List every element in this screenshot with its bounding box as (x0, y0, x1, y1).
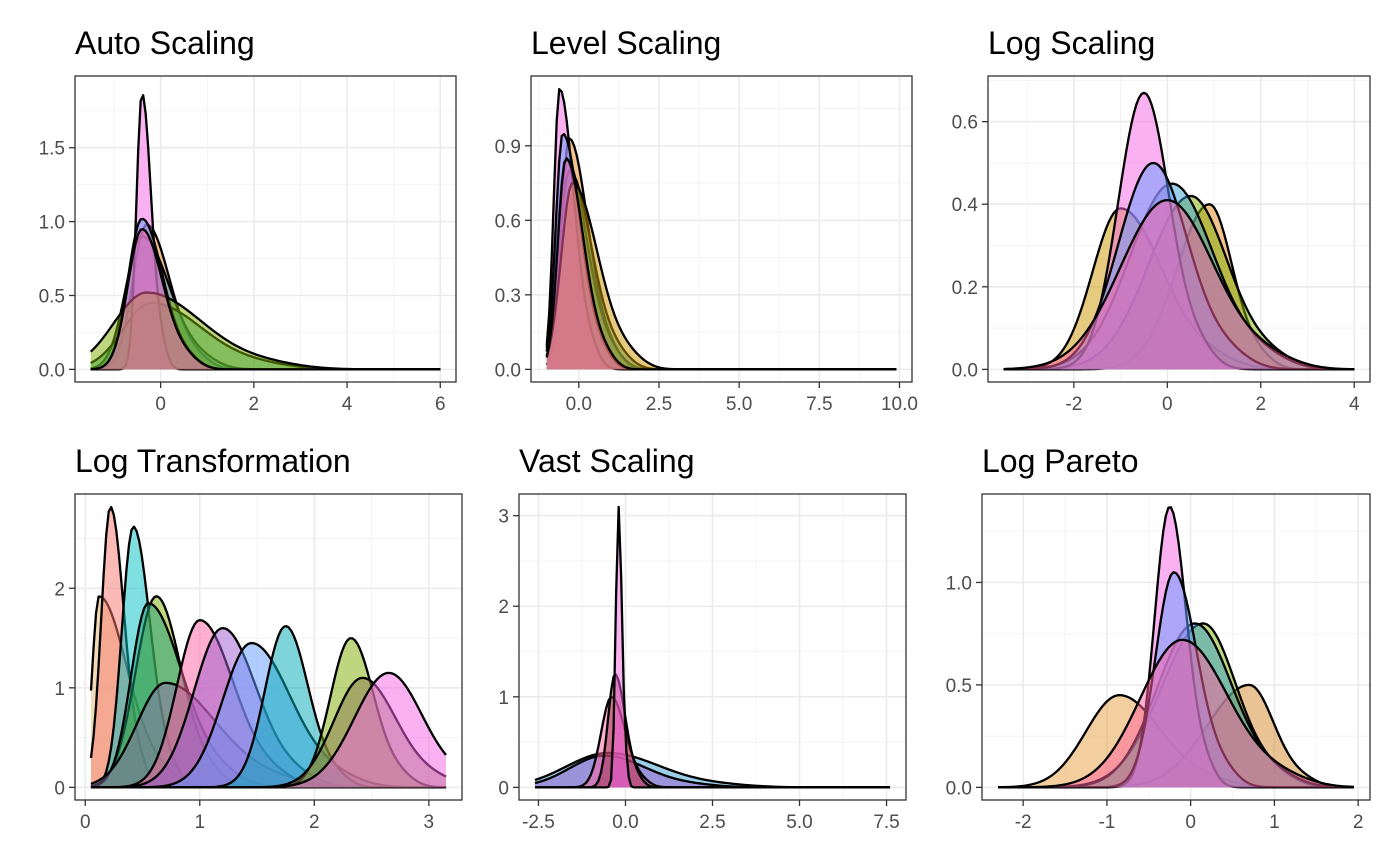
y-tick-label: 0.9 (495, 137, 521, 158)
density-area-10 (90, 626, 447, 788)
y-tick-label: 0.5 (946, 676, 972, 697)
y-tick-label: 0.5 (39, 286, 65, 307)
density-area-7 (1003, 200, 1355, 370)
x-tick-label: 7.5 (873, 812, 899, 833)
x-tick-label: 0 (1162, 394, 1173, 415)
x-tick-label: -2 (1015, 812, 1032, 833)
density-line-13 (90, 671, 447, 789)
x-tick-label: -2.5 (522, 812, 555, 833)
y-tick-label: 0.6 (952, 113, 978, 134)
y-tick-label: 2 (498, 597, 509, 618)
panel-1: 0 2 4 6 0.0 0.5 1.0 1.5 Auto Scaling (39, 25, 457, 415)
density-line-5 (534, 505, 891, 789)
y-tick-label: 0.2 (952, 278, 978, 299)
density-area-7 (998, 639, 1354, 788)
y-tick-label: 0.0 (946, 778, 972, 799)
x-tick-label: 7.5 (806, 394, 832, 415)
panel-border (74, 75, 457, 383)
x-tick-label: 5.0 (726, 394, 752, 415)
x-tick-label: -1 (1098, 812, 1115, 833)
density-layer (545, 87, 897, 371)
y-tick-label: 0.4 (952, 195, 979, 216)
panel-border (530, 75, 913, 383)
density-area-7 (546, 158, 897, 370)
density-line-7 (545, 157, 897, 371)
density-area-13 (90, 672, 447, 788)
x-tick-label: 0.0 (612, 812, 638, 833)
grid (75, 76, 456, 382)
density-layer (89, 94, 441, 371)
density-layer (89, 505, 447, 789)
y-tick-label: 0.0 (495, 360, 521, 381)
panel-title: Log Pareto (982, 443, 1139, 479)
x-tick-label: 5.0 (786, 812, 812, 833)
panel-4: 0 1 2 3 0 1 2 Log Transformation (54, 443, 463, 833)
x-tick-label: 3 (424, 812, 435, 833)
x-tick-label: 10.0 (881, 394, 918, 415)
y-tick-label: 1.0 (946, 573, 972, 594)
panel-title: Log Transformation (75, 443, 351, 479)
x-tick-label: 0 (80, 812, 91, 833)
y-tick-label: 0.3 (495, 286, 521, 307)
x-tick-label: 6 (435, 394, 446, 415)
x-tick-label: 4 (1349, 394, 1360, 415)
y-tick-label: 1 (54, 679, 65, 700)
y-tick-label: 0.6 (495, 211, 521, 232)
density-layer (998, 506, 1355, 789)
density-layer (534, 505, 891, 789)
x-tick-label: 1 (1269, 812, 1280, 833)
y-tick-label: 0 (54, 778, 65, 799)
x-tick-label: 2 (1353, 812, 1364, 833)
x-tick-label: 2 (309, 812, 320, 833)
panel-title: Level Scaling (531, 25, 721, 61)
density-line-7 (90, 228, 441, 371)
x-tick-label: 2.5 (699, 812, 725, 833)
x-tick-label: 2.5 (646, 394, 672, 415)
density-line-7 (1003, 198, 1355, 371)
density-layer (1003, 91, 1355, 371)
x-tick-label: 2 (1255, 394, 1266, 415)
panel-title: Auto Scaling (75, 25, 255, 61)
panel-border (981, 493, 1371, 801)
x-tick-label: 4 (342, 394, 353, 415)
y-tick-label: 0.0 (39, 360, 65, 381)
panel-3: -2 0 2 4 0.0 0.2 0.4 0.6 Log Scaling (952, 25, 1371, 415)
panel-border (987, 75, 1371, 383)
y-tick-label: 0.0 (952, 360, 978, 381)
panel-2: 0.0 2.5 5.0 7.5 10.0 0.0 0.3 0.6 0.9 Level Scalin… (495, 25, 918, 415)
y-tick-label: 1.5 (39, 139, 65, 160)
y-tick-label: 0 (498, 778, 509, 799)
panel-border (74, 493, 463, 801)
density-line-7 (998, 638, 1355, 789)
x-tick-label: 2 (249, 394, 260, 415)
x-tick-label: 0.0 (566, 394, 592, 415)
density-area-8 (90, 628, 447, 788)
panel-5: -2.5 0.0 2.5 5.0 7.5 0 1 2 3 Vast Scaling (498, 443, 907, 833)
density-area-1 (998, 695, 1354, 788)
x-tick-label: 0 (155, 394, 166, 415)
x-tick-label: -2 (1065, 394, 1082, 415)
y-tick-label: 1.0 (39, 213, 65, 234)
x-tick-label: 1 (194, 812, 205, 833)
y-tick-label: 1 (498, 688, 509, 709)
y-tick-label: 3 (498, 507, 509, 528)
density-area-5 (534, 506, 891, 788)
panel-title: Log Scaling (988, 25, 1155, 61)
panel-title: Vast Scaling (519, 443, 695, 479)
panel-6: -2 -1 0 1 2 0.0 0.5 1.0 Log Pareto (946, 443, 1371, 833)
y-tick-label: 2 (54, 579, 65, 600)
x-tick-label: 0 (1185, 812, 1196, 833)
